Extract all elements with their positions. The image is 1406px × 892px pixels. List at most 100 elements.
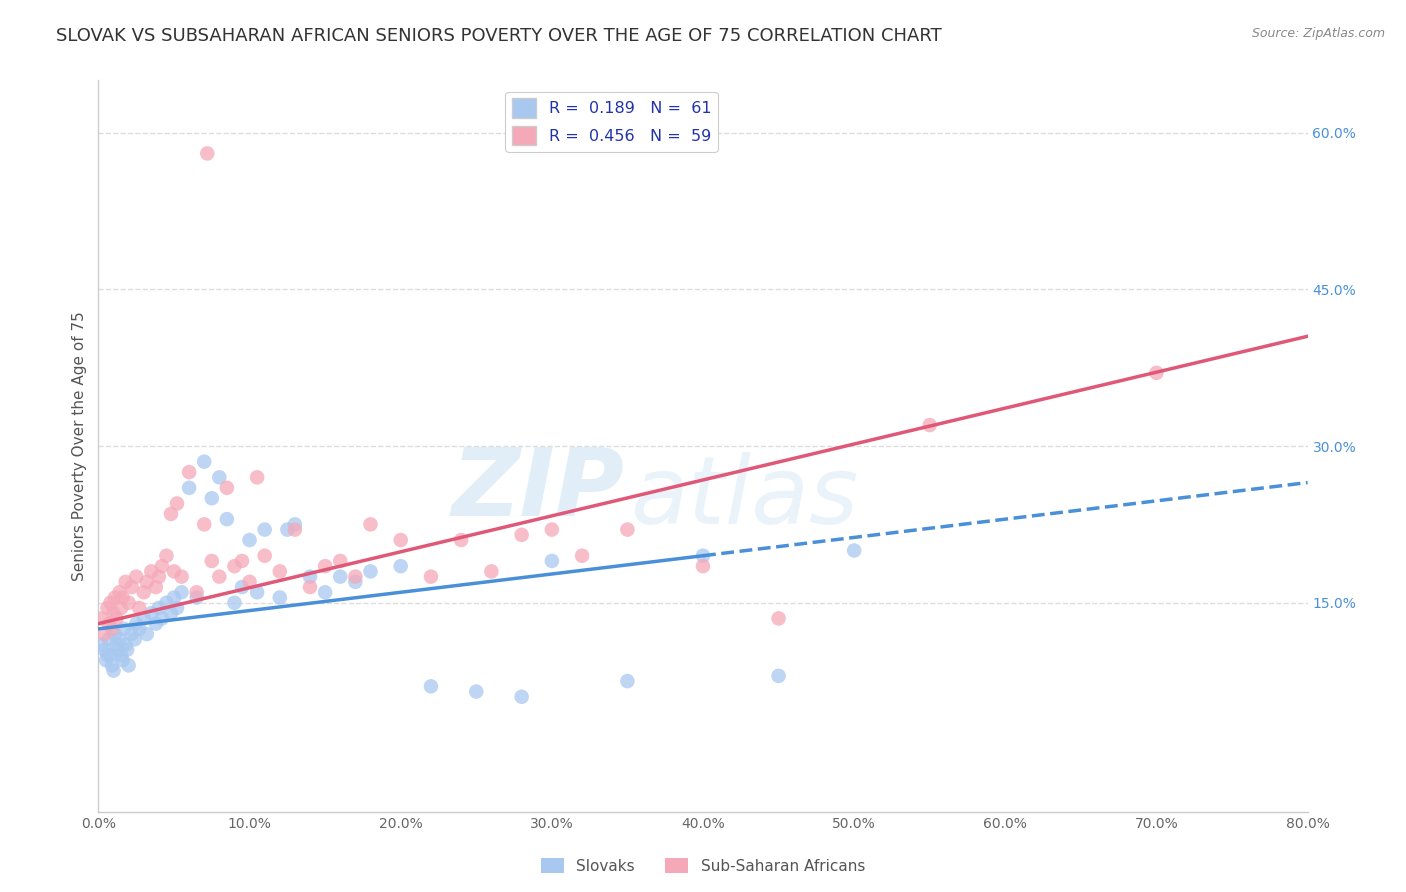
Point [150,611,173,625]
Point [103,664,125,678]
Point [121,580,143,594]
Point [148,601,170,615]
Point [94,653,117,667]
Point [105,611,128,625]
Point [186,591,208,605]
Point [166,496,188,510]
Point [103,606,125,620]
Point [125,569,148,583]
Point [360,565,382,579]
Point [111,591,134,605]
Text: ZIP: ZIP [451,444,624,536]
Point [201,491,224,506]
Point [344,574,367,589]
Point [918,418,941,433]
Point [104,627,127,641]
Point [121,627,143,641]
Point [510,528,533,542]
Point [186,585,208,599]
Point [284,517,307,532]
Point [150,559,173,574]
Point [465,684,488,698]
Point [314,585,336,599]
Point [179,465,201,479]
Point [616,674,638,689]
Point [360,517,382,532]
Point [128,601,150,615]
Point [163,565,186,579]
Point [540,523,562,537]
Point [128,622,150,636]
Text: SLOVAK VS SUBSAHARAN AFRICAN SENIORS POVERTY OVER THE AGE OF 75 CORRELATION CHAR: SLOVAK VS SUBSAHARAN AFRICAN SENIORS POV… [56,27,942,45]
Point [208,470,231,484]
Point [141,606,163,620]
Point [201,554,224,568]
Point [253,523,276,537]
Point [193,517,215,532]
Point [160,507,183,521]
Point [170,585,193,599]
Point [135,627,157,641]
Point [768,611,790,625]
Point [510,690,533,704]
Point [215,512,238,526]
Point [105,638,128,652]
Point [571,549,593,563]
Point [93,627,115,641]
Point [118,658,141,673]
Point [246,470,269,484]
Point [692,559,714,574]
Point [692,549,714,563]
Point [269,565,291,579]
Point [231,554,253,568]
Point [208,569,231,583]
Point [170,569,193,583]
Point [108,632,131,647]
Point [284,523,307,537]
Point [215,481,238,495]
Point [420,679,443,693]
Point [114,574,136,589]
Point [112,622,135,636]
Point [329,554,352,568]
Point [93,642,115,657]
Point [107,642,129,657]
Point [389,533,412,547]
Text: Source: ZipAtlas.com: Source: ZipAtlas.com [1251,27,1385,40]
Point [118,596,141,610]
Point [155,596,177,610]
Point [193,455,215,469]
Point [420,569,443,583]
Point [108,585,131,599]
Y-axis label: Seniors Poverty Over the Age of 75: Seniors Poverty Over the Age of 75 [72,311,87,581]
Point [231,580,253,594]
Text: atlas: atlas [630,451,859,542]
Point [115,642,138,657]
Point [195,146,218,161]
Point [155,549,177,563]
Point [450,533,472,547]
Point [616,523,638,537]
Point [132,585,155,599]
Point [101,658,124,673]
Point [344,569,367,583]
Point [114,638,136,652]
Point [90,638,112,652]
Point [253,549,276,563]
Point [145,616,167,631]
Legend: R =  0.189   N =  61, R =  0.456   N =  59: R = 0.189 N = 61, R = 0.456 N = 59 [505,92,717,152]
Point [844,543,866,558]
Point [110,601,132,615]
Point [96,648,118,662]
Point [98,616,121,631]
Point [124,632,146,647]
Point [100,596,122,610]
Point [224,596,246,610]
Point [329,569,352,583]
Point [90,611,112,625]
Point [239,574,262,589]
Point [145,580,167,594]
Point [148,569,170,583]
Point [299,580,322,594]
Point [314,559,336,574]
